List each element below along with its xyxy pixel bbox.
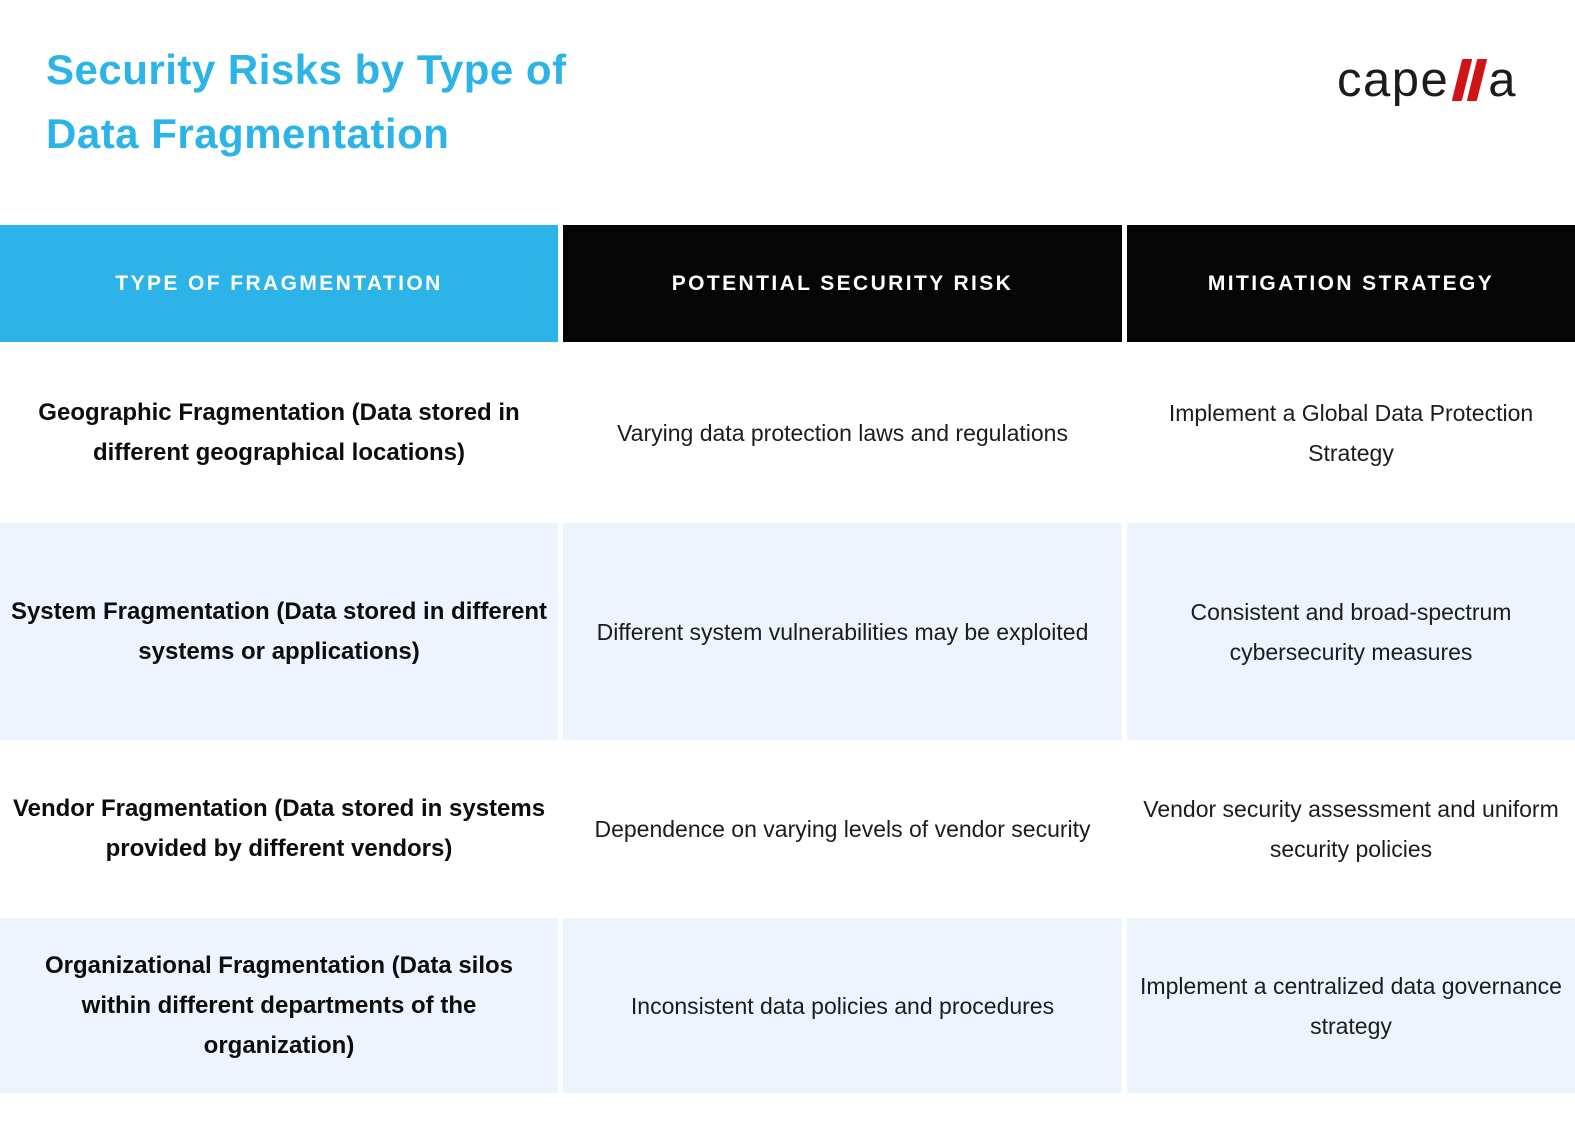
table-row-4-type: Organizational Fragmentation (Data silos…: [0, 918, 558, 1093]
table-row-1-type: Geographic Fragmentation (Data stored in…: [0, 342, 558, 523]
table-row-3-mitigation: Vendor security assessment and uniform s…: [1127, 740, 1575, 918]
table-row-3-type: Vendor Fragmentation (Data stored in sys…: [0, 740, 558, 918]
table-row-2-mitigation: Consistent and broad-spectrum cybersecur…: [1127, 523, 1575, 740]
fragmentation-risk-table: TYPE OF FRAGMENTATION POTENTIAL SECURITY…: [0, 225, 1575, 1093]
logo-text-suffix: a: [1488, 53, 1517, 107]
table-row-2-risk: Different system vulnerabilities may be …: [563, 523, 1122, 740]
column-header-type: TYPE OF FRAGMENTATION: [0, 225, 558, 342]
column-header-mitigation: MITIGATION STRATEGY: [1127, 225, 1575, 342]
column-header-risk: POTENTIAL SECURITY RISK: [563, 225, 1122, 342]
table-row-3-risk: Dependence on varying levels of vendor s…: [563, 740, 1122, 918]
table-row-1-risk: Varying data protection laws and regulat…: [563, 342, 1122, 523]
table-row-2-type: System Fragmentation (Data stored in dif…: [0, 523, 558, 740]
logo-double-slash-icon: [1451, 59, 1487, 101]
table-row-1-mitigation: Implement a Global Data Protection Strat…: [1127, 342, 1575, 523]
logo-text-prefix: cape: [1336, 53, 1450, 107]
page-title: Security Risks by Type of Data Fragmenta…: [46, 46, 567, 157]
capella-logo: cape a: [1337, 52, 1517, 108]
table-row-4-risk: Inconsistent data policies and procedure…: [563, 918, 1122, 1093]
table-row-4-mitigation: Implement a centralized data governance …: [1127, 918, 1575, 1093]
